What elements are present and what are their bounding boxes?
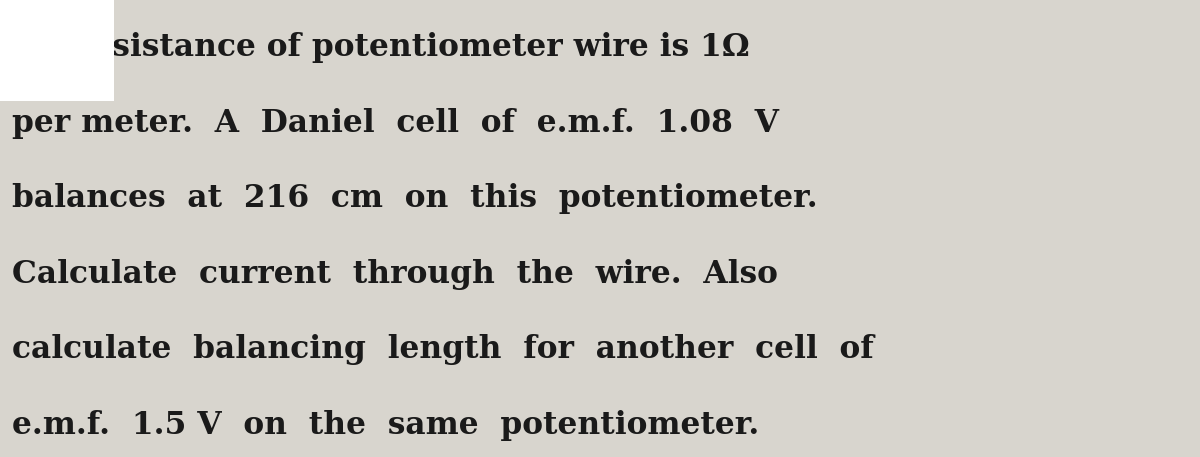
Text: calculate  balancing  length  for  another  cell  of: calculate balancing length for another c… bbox=[12, 334, 874, 365]
Bar bbox=[0, 0, 114, 101]
Text: Resistance of potentiometer wire is 1Ω: Resistance of potentiometer wire is 1Ω bbox=[12, 32, 750, 64]
Text: e.m.f.  1.5 V  on  the  same  potentiometer.: e.m.f. 1.5 V on the same potentiometer. bbox=[12, 409, 760, 441]
Text: per meter.  A  Daniel  cell  of  e.m.f.  1.08  V: per meter. A Daniel cell of e.m.f. 1.08 … bbox=[12, 108, 779, 139]
Text: balances  at  216  cm  on  this  potentiometer.: balances at 216 cm on this potentiometer… bbox=[12, 183, 817, 214]
Text: Calculate  current  through  the  wire.  Also: Calculate current through the wire. Also bbox=[12, 259, 778, 290]
